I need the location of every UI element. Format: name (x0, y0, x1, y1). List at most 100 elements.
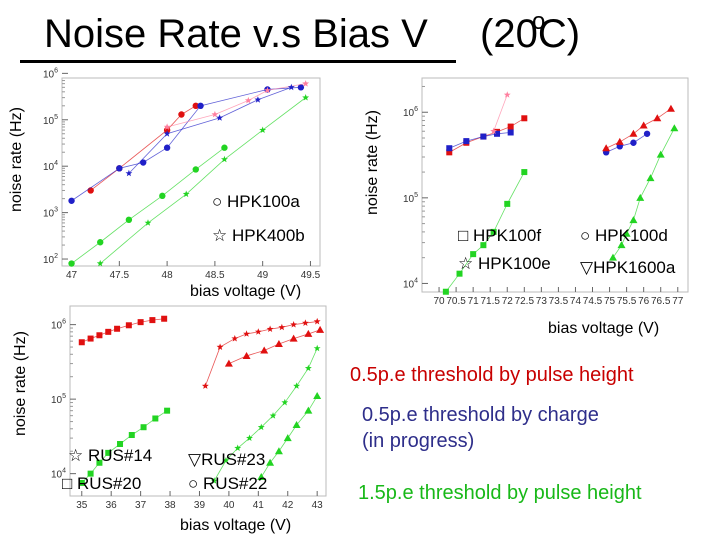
x-tick-label: 76.5 (651, 296, 671, 307)
x-tick-label: 40 (223, 500, 235, 511)
data-point (463, 138, 470, 145)
legend-hpk100e-label: HPK100e (477, 254, 551, 273)
data-point (507, 129, 514, 136)
legend-circle-icon: ○ (188, 474, 199, 493)
data-point (140, 424, 147, 431)
data-point (210, 477, 218, 484)
x-tick-label: 35 (76, 500, 88, 511)
data-point (87, 335, 94, 342)
data-point (259, 126, 267, 133)
legend-hpk100a: ○ HPK100a (212, 192, 300, 212)
legend-hpk100d-label: HPK100d (595, 226, 668, 245)
data-point (269, 412, 277, 419)
legend-circle-icon: ○ (580, 226, 591, 245)
data-point (304, 364, 312, 372)
legend-rus22: ○ RUS#22 (188, 474, 267, 494)
x-tick-label: 74.5 (583, 296, 603, 307)
legend-triangle-icon: ▽ (580, 258, 594, 277)
data-point (503, 91, 511, 98)
data-point (639, 121, 648, 129)
x-tick-label: 73 (536, 296, 548, 307)
data-point (244, 96, 252, 104)
x-tick-label: 49 (257, 270, 269, 281)
data-point (152, 415, 159, 422)
temperature-label: (20C) o (480, 8, 580, 58)
legend-hpk1600a: ▽HPK1600a (580, 258, 675, 278)
data-point (264, 86, 271, 94)
data-point (105, 328, 112, 335)
data-point (96, 332, 103, 339)
data-point (117, 440, 124, 447)
data-point (629, 129, 638, 137)
data-point (192, 166, 199, 173)
data-point (257, 423, 265, 431)
data-point (216, 343, 224, 350)
data-point (521, 169, 528, 176)
data-point (507, 123, 514, 130)
data-point (442, 288, 449, 295)
x-tick-label: 43 (312, 500, 324, 511)
note-charge-05: 0.5p.e threshold by charge (in progress) (362, 402, 599, 454)
series-hpk100d (602, 130, 651, 156)
legend-hpk400b-label: HPK400b (231, 226, 305, 245)
chart-hpk-b-ylabel: noise rate (Hz) (364, 110, 381, 215)
legend-rus23: ▽RUS#23 (188, 450, 265, 470)
data-point (182, 190, 190, 198)
data-point (216, 114, 224, 121)
data-point (290, 321, 298, 328)
series-rus-23 (257, 392, 322, 481)
chart-hpk-a-xlabel: bias voltage (V) (190, 283, 302, 300)
data-point (313, 392, 322, 400)
data-point (96, 459, 103, 466)
note-charge-05-line2: (in progress) (362, 430, 475, 452)
series-hpk1600a (608, 124, 679, 261)
note-pulse-05: 0.5p.e threshold by pulse height (350, 364, 634, 386)
y-tick-label: 105 (43, 114, 58, 127)
data-point (646, 174, 655, 182)
y-tick-label: 106 (43, 67, 58, 80)
legend-star-icon: ☆ (68, 446, 84, 465)
x-tick-label: 38 (164, 500, 176, 511)
series-line (71, 147, 225, 264)
legend-hpk100e: ☆ HPK100e (458, 254, 551, 274)
data-point (304, 406, 313, 414)
data-point (201, 382, 209, 389)
data-point (221, 144, 228, 151)
data-point (164, 407, 171, 414)
data-point (224, 359, 233, 367)
data-point (630, 139, 637, 146)
legend-rus22-label: RUS#22 (203, 474, 268, 493)
x-tick-label: 49.5 (301, 270, 321, 281)
legend-star-icon: ☆ (458, 254, 474, 273)
x-tick-label: 47 (66, 270, 78, 281)
data-point (480, 242, 487, 249)
series-hpk100f (446, 129, 514, 152)
data-point (163, 123, 171, 130)
legend-hpk400b: ☆ HPK400b (212, 226, 305, 246)
x-tick-label: 47.5 (110, 270, 130, 281)
series-hpk400b (125, 83, 295, 177)
data-point (289, 334, 298, 342)
data-point (302, 80, 310, 87)
x-tick-label: 77 (672, 296, 684, 307)
data-point (670, 124, 679, 132)
data-point (114, 325, 121, 332)
legend-rus14: ☆ RUS#14 (68, 446, 152, 466)
data-point (125, 322, 132, 329)
note-charge-05-line1: 0.5p.e threshold by charge (362, 404, 599, 426)
data-point (211, 110, 219, 118)
data-point (68, 260, 75, 267)
data-point (636, 193, 645, 201)
data-point (617, 241, 626, 249)
data-point (231, 335, 239, 342)
chart-rus-ylabel: noise rate (Hz) (12, 331, 29, 436)
degree-symbol: o (532, 8, 546, 35)
data-point (293, 382, 300, 389)
chart-hpk-a-plot: 47 47.5 48 48.5 49 49.5 102 103 104 105 106 (43, 67, 321, 281)
data-point (666, 104, 675, 112)
legend-square-icon: □ (458, 226, 469, 245)
data-point (446, 145, 453, 152)
data-point (313, 344, 321, 352)
y-tick-label: 106 (403, 106, 418, 119)
x-tick-label: 72 (502, 296, 514, 307)
